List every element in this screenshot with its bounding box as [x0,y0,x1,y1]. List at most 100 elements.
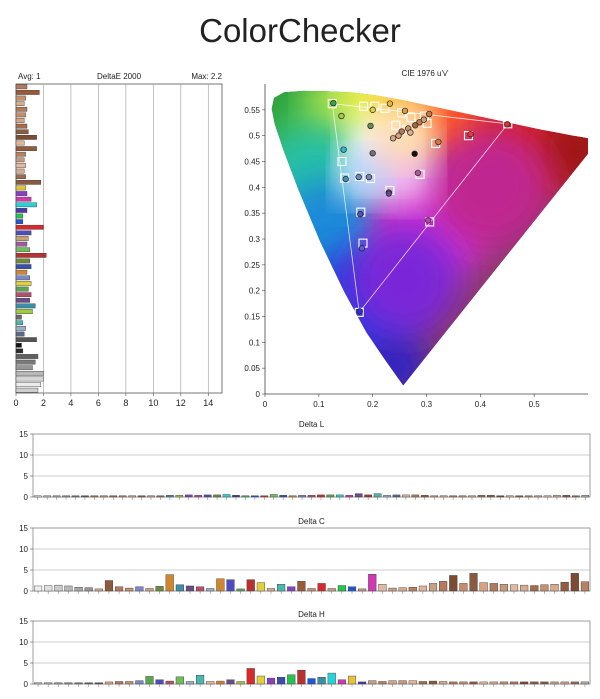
delta-c-bar [54,584,63,592]
delta-h-bar [277,677,286,685]
cie-measured-point [386,100,394,107]
deltae-bar [15,303,36,309]
delta-h-bar [398,680,407,685]
delta-l-bar [100,495,108,498]
deltae-bar [15,129,29,135]
delta-c-bar [509,584,519,592]
cie-x-tick-label: 0.2 [367,400,379,409]
cie-target-square [503,119,513,129]
delta-l-bar [553,495,561,498]
delta-l-bar [222,494,231,498]
delta-c-bar [418,585,427,592]
deltae-x-tick-label: 10 [148,398,158,408]
deltae-bar [15,191,28,196]
delta-h-bar [196,674,205,685]
cie-y-tick-label: 0.45 [244,158,260,167]
delta-h-bar [34,682,43,685]
deltae-bar [15,208,28,213]
delta-l-bar [118,495,127,498]
delta-c-bar [135,586,144,592]
delta-l-bar [534,495,542,498]
delta-l-bar [345,495,354,498]
locus-color-blob [359,333,430,386]
deltae-bar [15,135,37,140]
delta-c-bar [570,573,579,592]
delta-c-bar [398,587,407,592]
delta-l-bar [496,495,505,498]
deltae-x-tick-label: 8 [123,398,128,408]
delta-h-bar [246,668,255,685]
cie-x-tick-label: 0 [263,400,268,409]
delta-h-bar [368,680,377,685]
delta-l-bar [175,495,184,498]
delta-h-bar [560,681,569,685]
deltae-x-tick-label: 2 [41,398,46,408]
delta-h-bar [256,675,265,685]
delta-l-bar [166,495,174,498]
deltae-bar [15,258,30,264]
delta-c-bar [560,581,569,592]
deltae-x-tick-label: 0 [13,398,18,408]
deltae-bar [15,337,37,342]
cie-measured-point [426,110,433,118]
delta-c-y-tick-label: 5 [24,566,29,575]
delta-h-bar [145,676,154,685]
deltae-bar [15,241,28,247]
cie-measured-point [407,129,414,136]
delta-l-bar [184,494,193,498]
delta-l-bar [458,495,467,498]
cie-x-tick-label: 0.5 [529,400,541,409]
deltae-bar [15,174,26,180]
deltae-bar [15,320,24,326]
deltae-2000-chart: 0 2 4 6 8 10 12 14 Avg: 1 DeltaE 2000 Max: 2.2 [13,72,222,408]
delta-c-bar [479,582,488,592]
cie-measured-point [412,122,419,129]
delta-c-bar [469,573,478,592]
delta-l-bar [411,494,420,498]
deltae-bar [15,230,32,236]
delta-l-bar [269,494,278,498]
deltae-bar [15,202,37,208]
delta-c-bar [94,588,103,592]
delta-l-bar [373,493,382,498]
deltae-bar [15,342,22,348]
delta-c-bar [185,585,195,592]
delta-l-bar [402,494,410,498]
deltae-bar [15,101,25,106]
deltae-bars [15,84,47,393]
delta-c-y-tick-label: 15 [19,524,28,533]
delta-h-bar [216,680,225,685]
deltae-bar [15,224,44,230]
delta-l-bar [251,495,259,498]
cie-x-tick-label: 0.3 [421,400,433,409]
delta-h-bar [347,675,357,685]
delta-c-bar [145,588,154,592]
delta-l-bar [213,494,221,498]
delta-h-bar [297,669,306,685]
delta-c-bar [74,587,83,592]
delta-c-bar [307,588,316,592]
delta-l-frame [32,433,591,498]
delta-c-bar [266,588,276,592]
delta-h-bar [165,680,174,685]
delta-h-bar [499,681,508,685]
deltae-x-ticks: 0 2 4 6 8 10 12 14 [13,393,213,408]
locus-color-blob [431,127,552,248]
delta-h-bar [418,681,427,685]
delta-h-bar [317,677,326,685]
delta-l-bar [421,495,429,498]
cie-y-tick-label: 0.4 [249,183,261,192]
delta-l-bar [279,495,287,498]
delta-c-bar [368,574,377,592]
cie-measured-point [395,132,402,139]
deltae-bar [15,376,44,382]
page-title: ColorChecker [199,12,401,49]
delta-c-bar [530,585,539,592]
cie-chart-title: CIE 1976 u'v' [401,69,449,78]
delta-l-bar [468,495,476,498]
delta-l-bar [392,494,401,498]
delta-c-bar [206,588,215,592]
cie-measured-point [338,112,345,120]
deltae-bar [15,326,26,331]
delta-h-bar [479,681,488,685]
